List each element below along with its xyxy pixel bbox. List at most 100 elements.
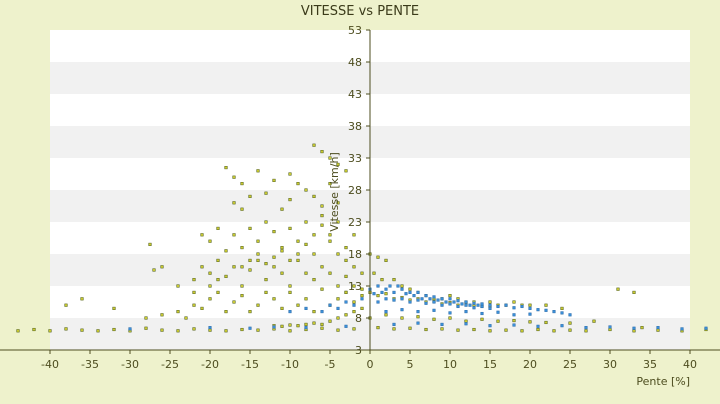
- data-point: [592, 319, 596, 323]
- data-point: [560, 306, 564, 310]
- data-point: [520, 329, 524, 333]
- data-point: [144, 316, 148, 320]
- data-point: [152, 268, 156, 272]
- data-point: [460, 302, 464, 306]
- data-point: [472, 306, 476, 310]
- data-point: [512, 300, 516, 304]
- data-point: [208, 326, 212, 330]
- data-point: [344, 258, 348, 262]
- data-point: [320, 326, 324, 330]
- data-point: [392, 290, 396, 294]
- data-point: [360, 294, 364, 298]
- data-point: [560, 324, 564, 328]
- data-point: [224, 310, 228, 314]
- y-tick-label: 28: [348, 184, 362, 197]
- x-tick-label: -35: [81, 358, 99, 371]
- data-point: [512, 323, 516, 327]
- data-point: [288, 258, 292, 262]
- data-point: [472, 301, 476, 305]
- y-tick-label: 23: [348, 216, 362, 229]
- data-point: [408, 287, 412, 291]
- data-point: [464, 300, 468, 304]
- data-point: [312, 310, 316, 314]
- data-point: [608, 325, 612, 329]
- data-point: [488, 329, 492, 333]
- data-point: [488, 306, 492, 310]
- data-point: [416, 315, 420, 319]
- data-point: [488, 324, 492, 328]
- data-point: [376, 294, 380, 298]
- data-point: [416, 310, 420, 314]
- data-point: [344, 290, 348, 294]
- data-point: [392, 278, 396, 282]
- data-point: [272, 297, 276, 301]
- data-point: [568, 313, 572, 317]
- x-axis-label: Pente [%]: [636, 375, 690, 388]
- data-point: [320, 223, 324, 227]
- data-point: [296, 258, 300, 262]
- data-point: [232, 175, 236, 179]
- data-point: [240, 182, 244, 186]
- data-point: [352, 300, 356, 304]
- data-point: [504, 328, 508, 332]
- data-point: [328, 182, 332, 186]
- data-point: [608, 327, 612, 332]
- data-point: [280, 306, 284, 310]
- data-point: [468, 303, 472, 307]
- x-tick-label: 20: [523, 358, 537, 371]
- data-point: [320, 322, 324, 326]
- data-point: [336, 284, 340, 288]
- data-point: [320, 265, 324, 269]
- data-point: [552, 310, 556, 314]
- data-point: [48, 329, 52, 333]
- data-point: [208, 328, 212, 332]
- data-point: [352, 233, 356, 237]
- data-point: [304, 306, 308, 310]
- data-point: [656, 328, 660, 332]
- data-point: [632, 329, 636, 333]
- data-point: [424, 301, 428, 305]
- data-point: [408, 300, 412, 304]
- data-point: [344, 313, 348, 317]
- data-point: [304, 297, 308, 301]
- x-tick-label: -25: [161, 358, 179, 371]
- data-point: [512, 306, 516, 310]
- data-point: [528, 306, 532, 310]
- data-point: [208, 271, 212, 275]
- data-point: [200, 306, 204, 310]
- y-tick-label: 18: [348, 248, 362, 261]
- data-point: [452, 300, 456, 304]
- data-point: [240, 207, 244, 211]
- data-point: [512, 313, 516, 317]
- data-point: [400, 316, 404, 320]
- x-tick-label: 10: [443, 358, 457, 371]
- data-point: [288, 172, 292, 176]
- data-point: [544, 308, 548, 312]
- data-point: [312, 194, 316, 198]
- data-point: [64, 303, 68, 307]
- y-tick-label: 33: [348, 152, 362, 165]
- data-point: [280, 271, 284, 275]
- data-point: [240, 294, 244, 298]
- data-point: [208, 297, 212, 301]
- data-point: [264, 290, 268, 294]
- data-point: [224, 329, 228, 333]
- data-point: [544, 303, 548, 307]
- data-point: [632, 326, 636, 330]
- data-point: [416, 321, 420, 325]
- data-point: [280, 246, 284, 250]
- data-point: [296, 182, 300, 186]
- data-point: [160, 313, 164, 317]
- data-point: [552, 329, 556, 333]
- data-point: [272, 255, 276, 259]
- data-point: [256, 239, 260, 243]
- data-point: [504, 303, 508, 307]
- data-point: [184, 316, 188, 320]
- data-point: [352, 303, 356, 307]
- data-point: [432, 317, 436, 321]
- data-point: [312, 252, 316, 256]
- data-point: [352, 265, 356, 269]
- data-point: [704, 326, 708, 330]
